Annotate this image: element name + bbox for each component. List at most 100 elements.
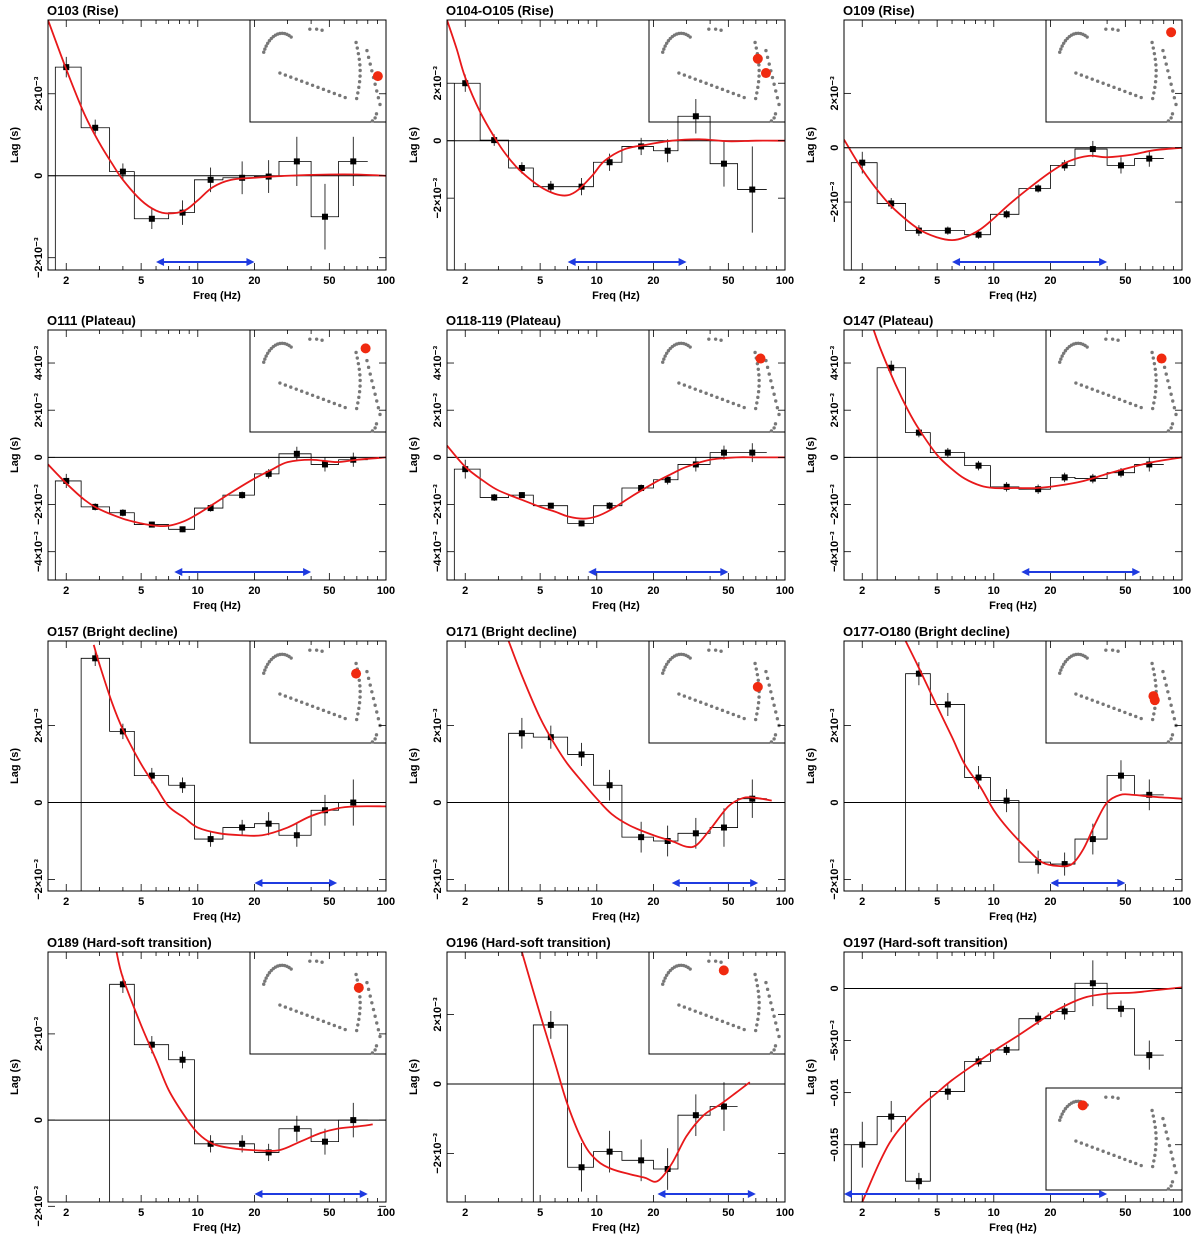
inset-track-dot	[1110, 648, 1115, 652]
inset-track-dot	[314, 648, 319, 652]
inset-track-dot	[772, 1014, 776, 1018]
inset-track-dot	[1060, 44, 1064, 48]
inset-track-dot	[767, 683, 771, 687]
inset-track-dot	[1167, 75, 1172, 80]
inset-track-dot	[366, 365, 371, 370]
x-tick-label: 50	[722, 585, 734, 597]
y-tick-label: −4×10⁻³	[432, 531, 444, 572]
inset-track-dot	[774, 710, 778, 714]
inset-track-dot	[1117, 397, 1122, 402]
inset-track-dot	[1152, 1119, 1157, 1124]
inset-track-dot	[358, 695, 362, 699]
x-tick-label: 10	[591, 585, 603, 597]
y-tick-label: −2×10⁻³	[432, 1133, 444, 1174]
inset-track-dot	[327, 399, 331, 404]
inset-track-dot	[321, 1019, 326, 1024]
x-tick-label: 5	[537, 896, 543, 908]
panel-6: O147 (Plateau) 2 5 10 20 50 100 Freq (Hz) −4×10⁻…	[805, 313, 1191, 612]
inset-track-dot	[754, 978, 758, 982]
inset-track-dot	[1169, 737, 1173, 741]
inset-track-dot	[1123, 89, 1127, 94]
inset-track-dot	[720, 1019, 725, 1024]
x-tick-label: 5	[934, 275, 940, 287]
inset-track-dot	[1162, 1123, 1167, 1128]
inset-track-dot	[354, 717, 359, 722]
inset-track-dot	[726, 89, 730, 94]
y-axis-label: Lag (s)	[9, 1059, 21, 1095]
inset-track-dot	[769, 740, 774, 744]
y-tick-label: −5×10⁻³	[829, 1020, 841, 1061]
x-axis-label: Freq (Hz)	[193, 290, 241, 302]
inset-current-marker	[351, 668, 362, 679]
y-tick-label: −2×10⁻³	[33, 859, 45, 900]
inset-track-dot	[1154, 1136, 1158, 1141]
data-histogram	[521, 952, 751, 1202]
data-point	[518, 492, 525, 499]
x-tick-label: 100	[776, 585, 794, 597]
inset-track-dot	[1059, 357, 1063, 361]
y-tick-label: 2×10⁻³	[33, 708, 45, 743]
data-point	[239, 824, 246, 831]
histogram-steps	[905, 673, 1164, 891]
histogram-steps	[54, 453, 368, 580]
inset-track-dot	[661, 671, 665, 675]
inset-track-dot	[777, 412, 781, 417]
inset-track-dot	[289, 35, 293, 39]
inset-track-dot	[688, 696, 692, 700]
inset-track-dot	[757, 373, 761, 377]
inset-track-dot	[1123, 1157, 1127, 1162]
inset-track-dot	[1058, 50, 1062, 54]
x-axis: 2 5 10 20 50 100 Freq (Hz)	[859, 952, 1191, 1234]
inset-track-dot	[1164, 683, 1168, 687]
inset-track-dot	[1059, 47, 1063, 51]
data-point	[720, 160, 727, 167]
data-point	[692, 1112, 699, 1119]
inset-track-dot	[1116, 1096, 1120, 1100]
inset-track-dot	[299, 389, 304, 393]
y-tick-label: 4×10⁻³	[33, 346, 45, 381]
inset-track-dot	[775, 1028, 780, 1032]
inset-track-dot	[320, 960, 324, 964]
y-axis-label: Lag (s)	[408, 748, 420, 784]
data-point	[888, 364, 895, 371]
data-point	[265, 1149, 272, 1156]
inset-track-dot	[1154, 684, 1158, 688]
inset-track-dot	[682, 383, 687, 387]
inset-track-dot	[663, 44, 667, 48]
inset-track-dot	[707, 959, 711, 963]
inset-track-dot	[664, 973, 669, 977]
inset-track-dot	[773, 112, 778, 116]
inset-track-dot	[775, 717, 780, 721]
data-point	[148, 1041, 155, 1048]
inset-track-dot	[1139, 1163, 1143, 1168]
y-axis: −2×10⁻³ 0 2×10⁻³ Lag (s)	[408, 66, 785, 218]
x-tick-label: 2	[63, 1207, 69, 1219]
y-axis-label: Lag (s)	[805, 127, 817, 163]
x-axis: 2 5 10 20 50 100 Freq (Hz)	[859, 330, 1191, 612]
inset-track-dot	[772, 737, 776, 741]
inset-track-dot	[757, 695, 761, 699]
data-point	[547, 183, 554, 190]
inset-track-dot	[688, 345, 692, 349]
inset-track-dot	[764, 980, 768, 985]
y-tick-label: −2×10⁻³	[829, 181, 841, 222]
inset-track-dot	[737, 403, 741, 408]
data-point	[547, 1021, 554, 1028]
inset-track-dot	[677, 381, 681, 385]
inset-track-dot	[265, 41, 270, 45]
x-tick-label: 10	[988, 1207, 1000, 1219]
inset-track-dot	[1134, 1161, 1138, 1166]
arrow-head-right	[359, 1190, 368, 1198]
data-point	[207, 836, 214, 843]
inset-track-dot	[1164, 1130, 1168, 1134]
inset-track-dot	[289, 696, 293, 700]
x-tick-label: 50	[722, 896, 734, 908]
inset-track-dot	[358, 63, 362, 67]
panel-11: O196 (Hard-soft transition) 2 5 10 20 50 100 Fr…	[408, 935, 794, 1234]
inset-track-dot	[720, 708, 725, 713]
data-point	[321, 213, 328, 220]
inset-track-dot	[294, 698, 298, 702]
inset-track-dot	[753, 717, 758, 722]
inset-track-dot	[327, 1021, 331, 1026]
data-point	[720, 824, 727, 831]
